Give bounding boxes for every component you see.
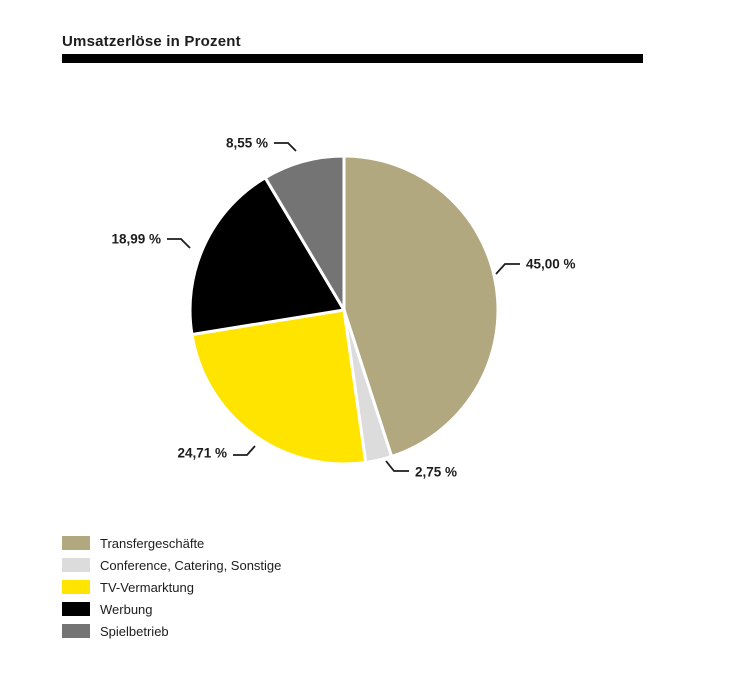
legend-swatch [62,580,90,594]
callout-line [385,460,409,472]
slice-label: 2,75 % [415,465,457,480]
pie-slice [190,308,368,466]
legend-label: Werbung [100,601,153,617]
slice-label: 45,00 % [526,257,576,272]
legend-swatch [62,558,90,572]
legend-label: TV-Vermarktung [100,579,194,595]
pie-slice [188,175,347,337]
callout-line [495,263,520,275]
legend-label: Conference, Catering, Sonstige [100,557,282,573]
legend-swatch [62,602,90,616]
title-rule [62,54,643,63]
callout-line [274,142,297,152]
pie-slice [263,154,346,316]
legend-row: Transfergeschäfte [62,535,281,551]
legend-label: Transfergeschäfte [100,535,205,551]
callout-line [233,445,256,456]
slice-label: 8,55 % [226,136,268,151]
legend-swatch [62,536,90,550]
legend-label: Spielbetrieb [100,623,169,639]
legend-row: Werbung [62,601,281,617]
chart-legend: Transfergeschäfte Conference, Catering, S… [62,535,282,639]
legend-swatch [62,624,90,638]
slice-label: 24,71 % [177,446,227,461]
pie-slice [342,154,500,459]
chart-title: Umsatzerlöse in Prozent [62,33,241,50]
callout-line [167,238,191,249]
legend-row: TV-Vermarktung [62,579,281,595]
slice-label: 18,99 % [111,232,161,247]
legend-row: Conference, Catering, Sonstige [62,557,282,573]
legend-row: Spielbetrieb [62,623,281,639]
